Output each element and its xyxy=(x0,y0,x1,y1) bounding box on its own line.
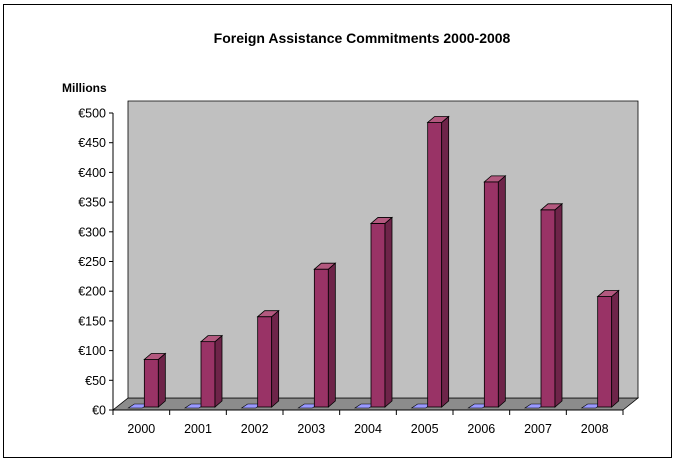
y-unit-label: Millions xyxy=(62,81,107,95)
x-tick-label: 2000 xyxy=(127,422,155,436)
bar-top xyxy=(143,353,167,360)
bar-top xyxy=(596,290,620,297)
bar-side xyxy=(214,334,223,408)
bar-side xyxy=(441,115,450,408)
x-tick-label: 2001 xyxy=(184,422,212,436)
y-tick-label: €350 xyxy=(78,196,106,210)
bar-side xyxy=(327,262,336,408)
bar xyxy=(426,115,450,408)
bar-top xyxy=(539,203,564,211)
y-tick-label: €400 xyxy=(78,166,106,180)
bar xyxy=(256,309,280,408)
bar-front xyxy=(597,296,613,408)
bar-side xyxy=(497,175,506,408)
bar-top xyxy=(199,335,224,343)
x-ticks: 2000 2001 2002 2003 2004 2005 2006 2007 2008 xyxy=(112,410,624,436)
bar xyxy=(199,334,224,408)
bar-side xyxy=(384,216,393,408)
bar-front xyxy=(540,209,556,408)
y-tick-label: €300 xyxy=(78,225,106,239)
y-tick-label: €450 xyxy=(78,136,106,150)
y-tick-label: €0 xyxy=(92,404,106,418)
x-tick-label: 2005 xyxy=(411,422,439,436)
y-tick-label: €100 xyxy=(78,344,106,358)
bar-front xyxy=(143,359,159,408)
bar-top xyxy=(313,262,337,270)
bar xyxy=(539,202,564,408)
bar-side xyxy=(157,352,166,408)
bar xyxy=(596,289,620,408)
bar-front xyxy=(427,122,443,408)
bar-top xyxy=(369,217,394,224)
x-tick-label: 2003 xyxy=(297,422,325,436)
chart-title: Foreign Assistance Commitments 2000-2008 xyxy=(214,30,511,46)
bar-side xyxy=(271,309,280,408)
bar-front xyxy=(483,181,499,408)
y-tick-label: €200 xyxy=(78,285,106,299)
y-tick-label: €150 xyxy=(78,314,106,328)
bar-side xyxy=(554,202,563,408)
bar-front xyxy=(200,341,216,408)
x-tick-label: 2008 xyxy=(581,422,609,436)
bar-top xyxy=(483,175,507,183)
bar xyxy=(369,216,394,408)
bar xyxy=(313,262,337,408)
chart-frame: Foreign Assistance Commitments 2000-2008… xyxy=(3,4,672,458)
bars xyxy=(127,115,620,409)
bar-front xyxy=(370,223,386,408)
y-ticks: €0 €50 €100 €150 €200 €250 €300 €350 €400 €450 €50… xyxy=(78,107,113,418)
x-tick-label: 2006 xyxy=(467,422,495,436)
bar-front xyxy=(257,316,273,408)
bar-side xyxy=(611,289,620,408)
x-tick-label: 2004 xyxy=(354,422,382,436)
bar-top xyxy=(426,116,450,123)
x-tick-label: 2007 xyxy=(524,422,552,436)
x-tick-label: 2002 xyxy=(241,422,269,436)
chart: Foreign Assistance Commitments 2000-2008… xyxy=(62,30,640,436)
bar-front xyxy=(313,268,329,408)
y-tick-label: €500 xyxy=(78,107,106,121)
bar-top xyxy=(256,310,280,318)
bar xyxy=(143,352,167,408)
y-tick-label: €50 xyxy=(85,374,106,388)
y-tick-label: €250 xyxy=(78,255,106,269)
bar xyxy=(483,175,507,408)
